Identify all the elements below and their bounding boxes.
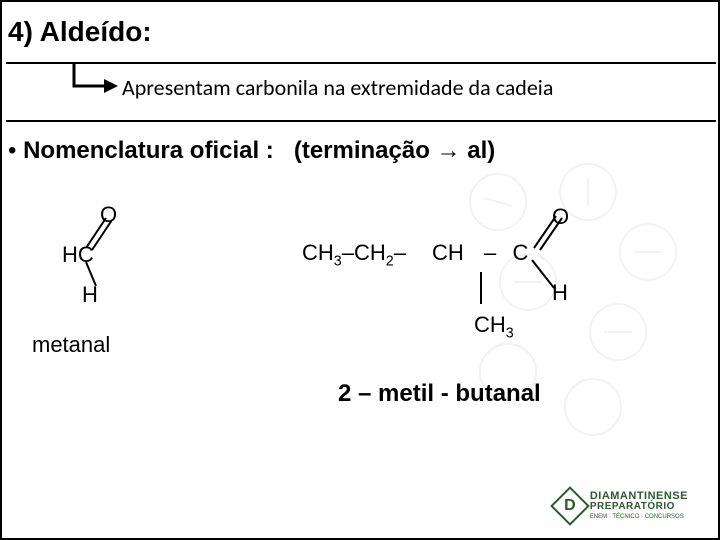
slide-page: 4) Aldeído: Apresentam carbonila na extr… bbox=[0, 0, 720, 540]
nomenclature-line: • Nomenclatura oficial : (terminação → a… bbox=[8, 137, 495, 165]
nomenclature-label: Nomenclatura oficial : bbox=[23, 137, 274, 164]
branch-bond-icon bbox=[480, 272, 482, 304]
elbow-arrow-icon bbox=[68, 62, 120, 102]
atom-h: H bbox=[82, 282, 98, 308]
bullet: • bbox=[8, 137, 16, 164]
subtitle-text: Apresentam carbonila na extremidade da c… bbox=[122, 74, 553, 101]
fragment-ch-c: CH – C bbox=[432, 240, 528, 266]
structure-left-name: metanal bbox=[32, 332, 110, 358]
nomenclature-tail-open: (terminação bbox=[294, 137, 430, 164]
nomenclature-tail-end: al) bbox=[467, 137, 495, 164]
section-title: 4) Aldeído: bbox=[8, 16, 152, 48]
atom-h-right: H bbox=[552, 280, 568, 306]
divider-2 bbox=[6, 120, 716, 122]
logo-text: DIAMANTINENSE PREPARATÓRIO ENEM · TÉCNIC… bbox=[590, 491, 688, 520]
brand-logo: DIAMANTINENSE PREPARATÓRIO ENEM · TÉCNIC… bbox=[556, 491, 688, 520]
logo-diamond-icon bbox=[550, 486, 590, 526]
logo-line-2: PREPARATÓRIO bbox=[590, 502, 688, 512]
logo-line-3: ENEM · TÉCNICO · CONCURSOS bbox=[590, 514, 688, 520]
arrow-right-icon: → bbox=[437, 137, 461, 164]
atom-o-right: O bbox=[552, 204, 569, 230]
fragment-ch3-ch2: CH3–CH2– bbox=[302, 240, 406, 269]
fragment-ch3-branch: CH3 bbox=[474, 312, 514, 341]
structure-right-name: 2 – metil - butanal bbox=[338, 380, 541, 408]
